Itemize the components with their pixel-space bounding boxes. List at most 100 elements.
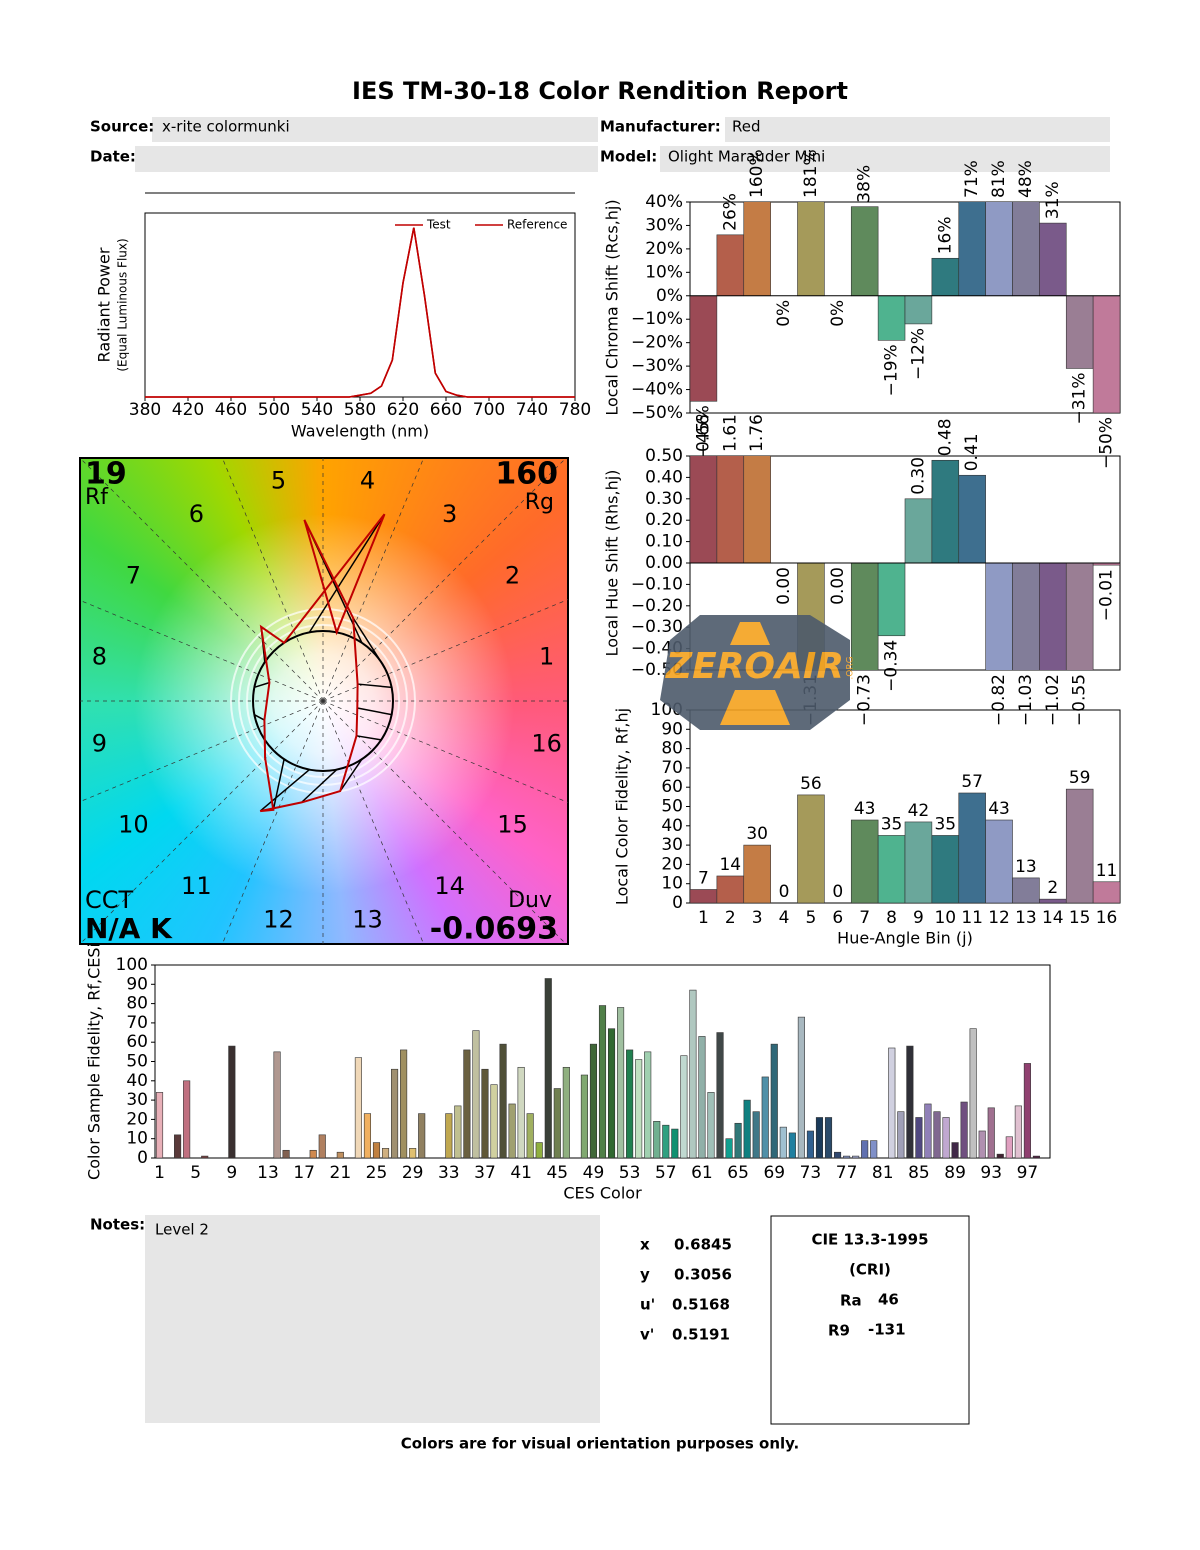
bar [1032,1155,1040,1158]
bar [607,1028,616,1158]
y-tick-label: −40% [631,380,683,400]
bin-number: 4 [360,466,375,494]
bar [499,1043,507,1158]
x-tick-label: 3 [752,908,763,928]
bar [931,257,960,297]
value-label: 81% [989,160,1009,198]
bar [472,1030,480,1158]
x-tick-label: 41 [510,1163,532,1183]
bar [734,1122,742,1158]
y-tick-label: 70 [126,1013,148,1033]
bar [508,1103,516,1158]
y-tick-label: 40 [661,816,683,836]
x-tick-label: 740 [516,400,548,420]
y-tick-label: 50 [661,797,683,817]
bar [797,1016,805,1158]
bar [644,1051,652,1158]
bar [978,1130,986,1158]
bar [725,1138,733,1158]
y-tick-label: 60 [661,777,683,797]
x-tick-label: 5 [806,908,817,928]
bar [1014,1105,1022,1158]
y-tick-label: −10% [631,309,683,329]
x-tick-label: 93 [980,1163,1002,1183]
y-axis-label: Radiant Power [95,247,114,362]
bar [626,1049,634,1158]
bar [481,1068,489,1158]
bar [282,1149,290,1158]
x-tick-label: 780 [559,400,591,420]
y-tick-label: −30% [631,356,683,376]
x-tick-label: 10 [934,908,956,928]
bar [598,1005,607,1158]
y-tick-label: 30% [645,215,683,235]
x-tick-label: 57 [655,1163,677,1183]
bin-divider [80,700,324,944]
x-tick-label: 69 [763,1163,785,1183]
watermark-text: ZEROAIR [665,646,844,687]
value-label: 59 [1069,768,1091,788]
y-axis-label: Color Sample Fidelity, Rf,CESi [85,943,104,1180]
value-label: 38% [855,165,875,203]
bin-number: 11 [181,872,212,900]
bar [915,1117,923,1158]
y-tick-label: −0.10 [631,574,683,594]
footer: Colors are for visual orientation purpos… [401,1435,800,1453]
value-label: −50% [1097,417,1117,469]
bin-number: 16 [531,730,562,758]
bar [904,498,933,564]
bar [1039,222,1067,297]
bar [833,1151,842,1158]
x-tick-label: 37 [474,1163,496,1183]
series-line [145,227,575,398]
bar [985,819,1013,903]
bin-number: 9 [92,730,107,758]
bar [463,1049,471,1158]
y-tick-label: 20 [661,854,683,874]
bar [617,1007,625,1158]
y-tick-label: 40 [126,1071,148,1091]
bar [960,1101,968,1158]
x-tick-label: 85 [908,1163,930,1183]
x-tick-label: 11 [961,908,983,928]
bar [987,1107,995,1158]
chroma-value: 0.5191 [672,1326,730,1344]
chroma-label: y [640,1266,650,1284]
bin-divider [322,700,425,944]
y-tick-label: 70 [661,758,683,778]
y-axis-label: Local Hue Shift (Rhs,hj) [603,470,622,657]
value-label: 0 [832,882,843,902]
value-label: −45% [693,405,713,457]
field-label: Date: [90,148,136,166]
bar [942,1117,950,1158]
field-label: Manufacturer: [600,118,721,136]
y-tick-label: 80 [126,994,148,1014]
watermark-badge [660,615,850,730]
bar [850,206,879,297]
value-label: 31% [1043,181,1063,219]
x-tick-label: 8 [886,908,897,928]
bar [228,1045,236,1158]
bar [391,1068,399,1158]
watermark-icon [730,622,770,645]
y-tick-label: 0% [656,286,683,306]
x-tick-label: 460 [215,400,247,420]
bar [372,1142,381,1158]
bar [716,456,745,564]
bin-divider [322,599,568,702]
bin-number: 7 [126,562,141,590]
value-label: 0% [774,300,794,327]
field-box [135,146,598,172]
bin-divider [80,599,324,702]
title: IES TM-30-18 Color Rendition Report [352,77,848,105]
field-value: Olight Marauder Mini [668,148,825,166]
x-tick-label: 540 [301,400,333,420]
bar [1005,1136,1013,1158]
bar [589,1043,598,1158]
y-tick-label: 0.50 [645,446,683,466]
x-tick-label: 65 [727,1163,749,1183]
y-tick-label: 30 [126,1090,148,1110]
y-tick-label: 90 [661,719,683,739]
y-tick-label: −0.20 [631,596,683,616]
